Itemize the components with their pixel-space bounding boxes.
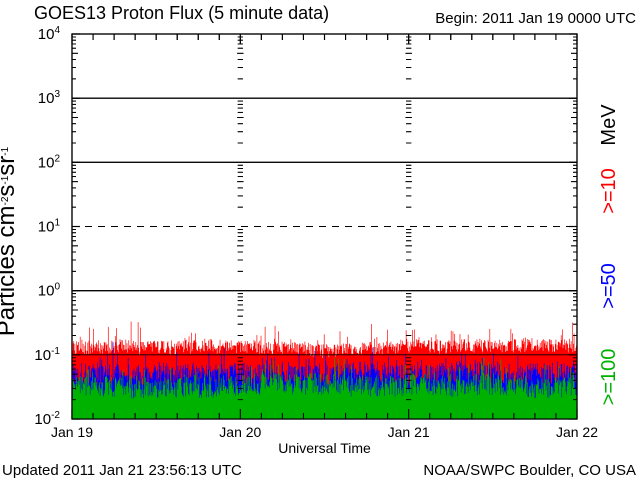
svg-text:101: 101 [38, 218, 61, 236]
svg-text:Jan 20: Jan 20 [219, 424, 261, 440]
svg-text:>=10: >=10 [598, 168, 620, 214]
svg-text:104: 104 [38, 25, 61, 43]
svg-text:Updated 2011 Jan 21 23:56:13 U: Updated 2011 Jan 21 23:56:13 UTC [2, 462, 242, 479]
svg-text:MeV: MeV [598, 104, 620, 146]
svg-text:102: 102 [38, 153, 61, 171]
svg-text:Universal Time: Universal Time [278, 440, 371, 456]
svg-text:Particles cm-2s-1sr-1: Particles cm-2s-1sr-1 [0, 146, 20, 336]
svg-text:Jan 22: Jan 22 [556, 424, 598, 440]
svg-text:100: 100 [38, 282, 61, 300]
svg-text:>=100: >=100 [598, 349, 620, 406]
svg-text:GOES13 Proton Flux (5 minute d: GOES13 Proton Flux (5 minute data) [34, 3, 329, 23]
svg-text:Begin: 2011 Jan 19 0000 UTC: Begin: 2011 Jan 19 0000 UTC [435, 10, 636, 27]
svg-text:Jan 21: Jan 21 [388, 424, 430, 440]
svg-text:NOAA/SWPC Boulder, CO USA: NOAA/SWPC Boulder, CO USA [423, 462, 636, 479]
svg-text:>=50: >=50 [598, 263, 620, 309]
svg-text:10-1: 10-1 [34, 346, 60, 364]
svg-text:Jan 19: Jan 19 [51, 424, 93, 440]
svg-text:103: 103 [38, 89, 61, 107]
